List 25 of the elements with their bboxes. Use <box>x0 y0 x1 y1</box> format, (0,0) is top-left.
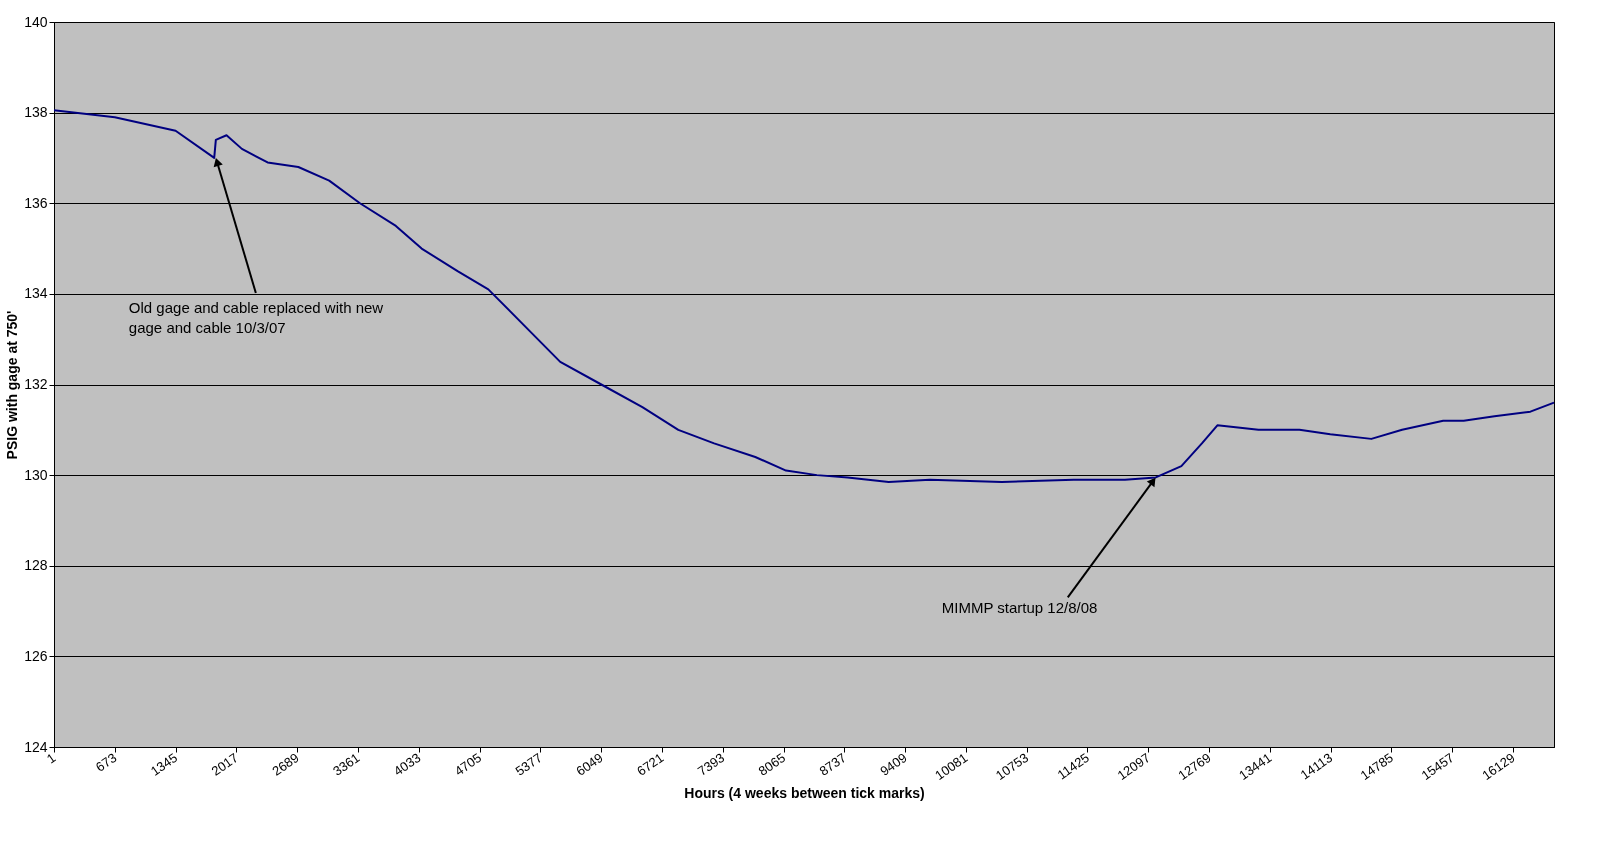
y-tick-label: 138 <box>24 104 48 121</box>
x-tick-label: 6049 <box>573 749 606 779</box>
x-tick-label: 4033 <box>390 749 424 779</box>
annotation: MIMMP startup 12/8/08 <box>941 599 1098 617</box>
x-tick-label: 673 <box>92 749 120 775</box>
y-tick-label: 130 <box>24 466 48 483</box>
x-axis-title: Hours (4 weeks between tick marks) <box>684 784 925 801</box>
x-tick-label: 6721 <box>634 749 667 779</box>
x-tick-label: 4705 <box>451 749 485 779</box>
x-tick-label: 8065 <box>755 749 789 779</box>
y-tick-label: 132 <box>24 376 48 392</box>
annotation: Old gage and cable replaced with new gage and cable 10/3/07 <box>128 298 384 336</box>
x-tick-label: 5377 <box>512 749 545 779</box>
x-tick-label: 8737 <box>816 749 849 779</box>
y-axis-title: PSIG with gage at 750' <box>4 310 21 460</box>
x-tick-label: 7393 <box>694 749 728 779</box>
y-tick-label: 128 <box>24 557 48 574</box>
y-tick-label: 136 <box>24 194 48 211</box>
y-tick-label: 140 <box>24 13 48 30</box>
y-tick-label: 126 <box>24 647 48 664</box>
y-tick-label: 134 <box>24 285 48 302</box>
x-tick-label: 3361 <box>330 749 363 779</box>
x-tick-label: 2689 <box>269 749 302 779</box>
y-tick-label: 124 <box>24 738 48 755</box>
x-tick-label: 9409 <box>877 749 910 779</box>
